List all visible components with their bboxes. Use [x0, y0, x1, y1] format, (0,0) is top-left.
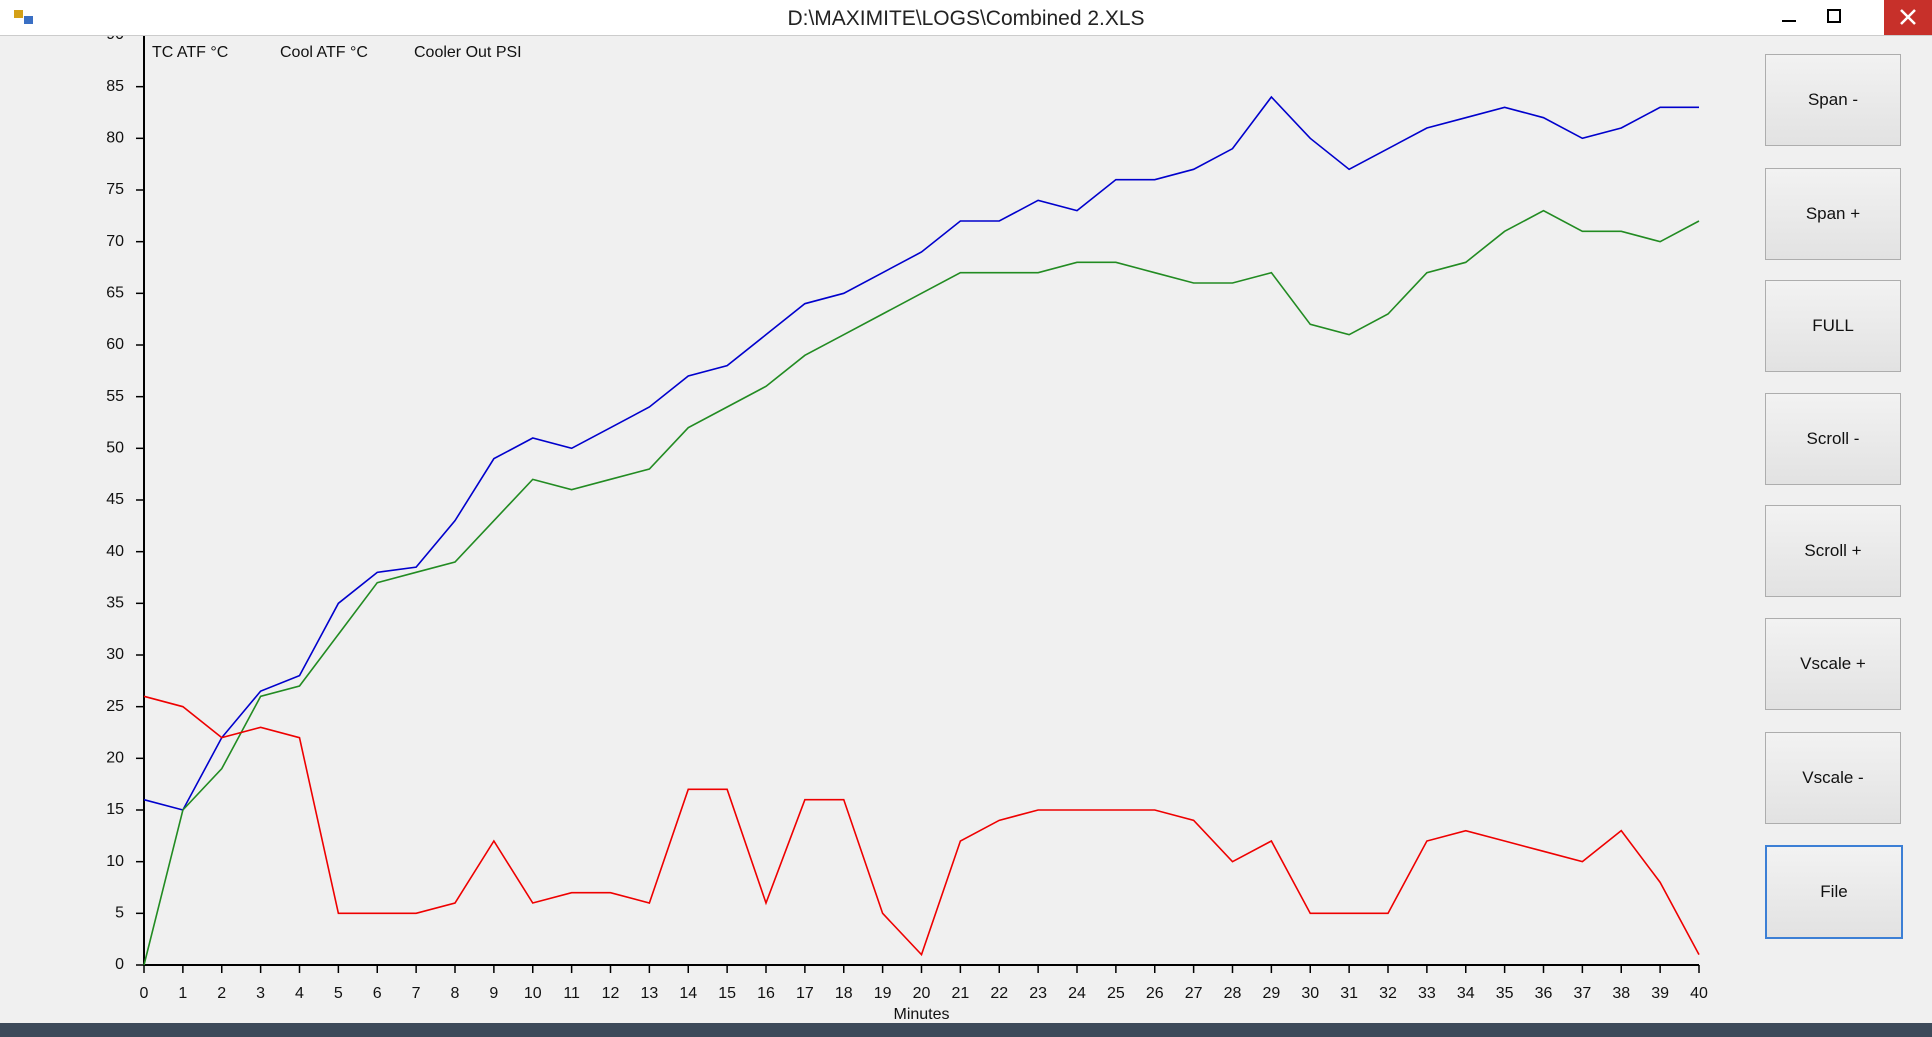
control-button[interactable]: Span - [1765, 54, 1901, 146]
x-tick-label: 5 [334, 985, 343, 1002]
x-tick-label: 7 [412, 985, 421, 1002]
y-tick-label: 10 [106, 853, 124, 870]
x-tick-label: 26 [1146, 985, 1164, 1002]
x-tick-label: 37 [1573, 985, 1591, 1002]
app-icon [14, 10, 33, 24]
y-tick-label: 85 [106, 78, 124, 95]
y-tick-label: 40 [106, 543, 124, 560]
x-tick-label: 29 [1262, 985, 1280, 1002]
x-tick-label: 32 [1379, 985, 1397, 1002]
control-button[interactable]: Scroll - [1765, 393, 1901, 485]
taskbar [0, 1023, 1932, 1037]
control-button[interactable]: Scroll + [1765, 505, 1901, 597]
x-tick-label: 38 [1612, 985, 1630, 1002]
x-tick-label: 17 [796, 985, 814, 1002]
x-tick-label: 35 [1496, 985, 1514, 1002]
y-tick-label: 0 [115, 956, 124, 973]
legend-entry: Cooler Out PSI [414, 44, 522, 61]
x-tick-label: 0 [140, 985, 149, 1002]
x-axis-label: Minutes [893, 1006, 949, 1023]
legend-entry: TC ATF °C [152, 44, 228, 61]
data-line [143, 695, 1700, 957]
title-bar: D:\MAXIMITE\LOGS\Combined 2.XLS [0, 0, 1932, 36]
control-button[interactable]: File [1765, 845, 1903, 939]
x-tick-label: 16 [757, 985, 775, 1002]
x-tick-label: 18 [835, 985, 853, 1002]
x-tick-label: 11 [563, 985, 580, 1002]
x-tick-label: 15 [718, 985, 736, 1002]
x-tick-label: 24 [1068, 985, 1086, 1002]
y-tick-label: 35 [106, 595, 124, 612]
x-tick-label: 2 [217, 985, 226, 1002]
x-tick-label: 25 [1107, 985, 1125, 1002]
x-tick-label: 30 [1301, 985, 1319, 1002]
control-button[interactable]: FULL [1765, 280, 1901, 372]
x-tick-label: 34 [1457, 985, 1475, 1002]
y-tick-label: 60 [106, 336, 124, 353]
x-tick-label: 14 [679, 985, 697, 1002]
data-line [143, 209, 1700, 966]
legend-entry: Cool ATF °C [280, 44, 368, 61]
x-tick-label: 1 [178, 985, 187, 1002]
x-tick-label: 36 [1535, 985, 1553, 1002]
x-tick-label: 12 [602, 985, 620, 1002]
x-tick-label: 6 [373, 985, 382, 1002]
x-tick-label: 23 [1029, 985, 1047, 1002]
x-tick-label: 3 [256, 985, 265, 1002]
x-tick-label: 31 [1340, 985, 1358, 1002]
window-controls[interactable] [1772, 0, 1932, 35]
x-tick-label: 39 [1651, 985, 1669, 1002]
y-tick-label: 80 [106, 130, 124, 147]
x-tick-label: 33 [1418, 985, 1436, 1002]
window-title: D:\MAXIMITE\LOGS\Combined 2.XLS [787, 7, 1145, 30]
y-tick-label: 15 [106, 801, 124, 818]
data-line [143, 95, 1699, 811]
x-tick-label: 9 [489, 985, 498, 1002]
control-button[interactable]: Vscale - [1765, 732, 1901, 824]
control-button[interactable]: Vscale + [1765, 618, 1901, 710]
x-tick-label: 10 [524, 985, 542, 1002]
x-tick-label: 21 [951, 985, 969, 1002]
x-tick-label: 19 [874, 985, 892, 1002]
y-tick-label: 20 [106, 750, 124, 767]
y-tick-label: 25 [106, 698, 124, 715]
y-tick-label: 55 [106, 388, 124, 405]
y-tick-label: 50 [106, 440, 124, 457]
x-tick-label: 27 [1185, 985, 1203, 1002]
x-tick-label: 40 [1690, 985, 1708, 1002]
x-tick-label: 28 [1224, 985, 1242, 1002]
control-button[interactable]: Span + [1765, 168, 1901, 260]
x-tick-label: 13 [640, 985, 658, 1002]
y-tick-label: 70 [106, 233, 124, 250]
x-tick-label: 22 [990, 985, 1008, 1002]
y-tick-label: 45 [106, 491, 124, 508]
chart: 0510152025303540455055606570758085900123… [106, 26, 1708, 1023]
x-tick-label: 4 [295, 985, 304, 1002]
x-tick-label: 8 [451, 985, 460, 1002]
x-tick-label: 20 [913, 985, 931, 1002]
y-tick-label: 30 [106, 646, 124, 663]
y-tick-label: 65 [106, 285, 124, 302]
y-tick-label: 5 [115, 905, 124, 922]
y-tick-label: 75 [106, 181, 124, 198]
